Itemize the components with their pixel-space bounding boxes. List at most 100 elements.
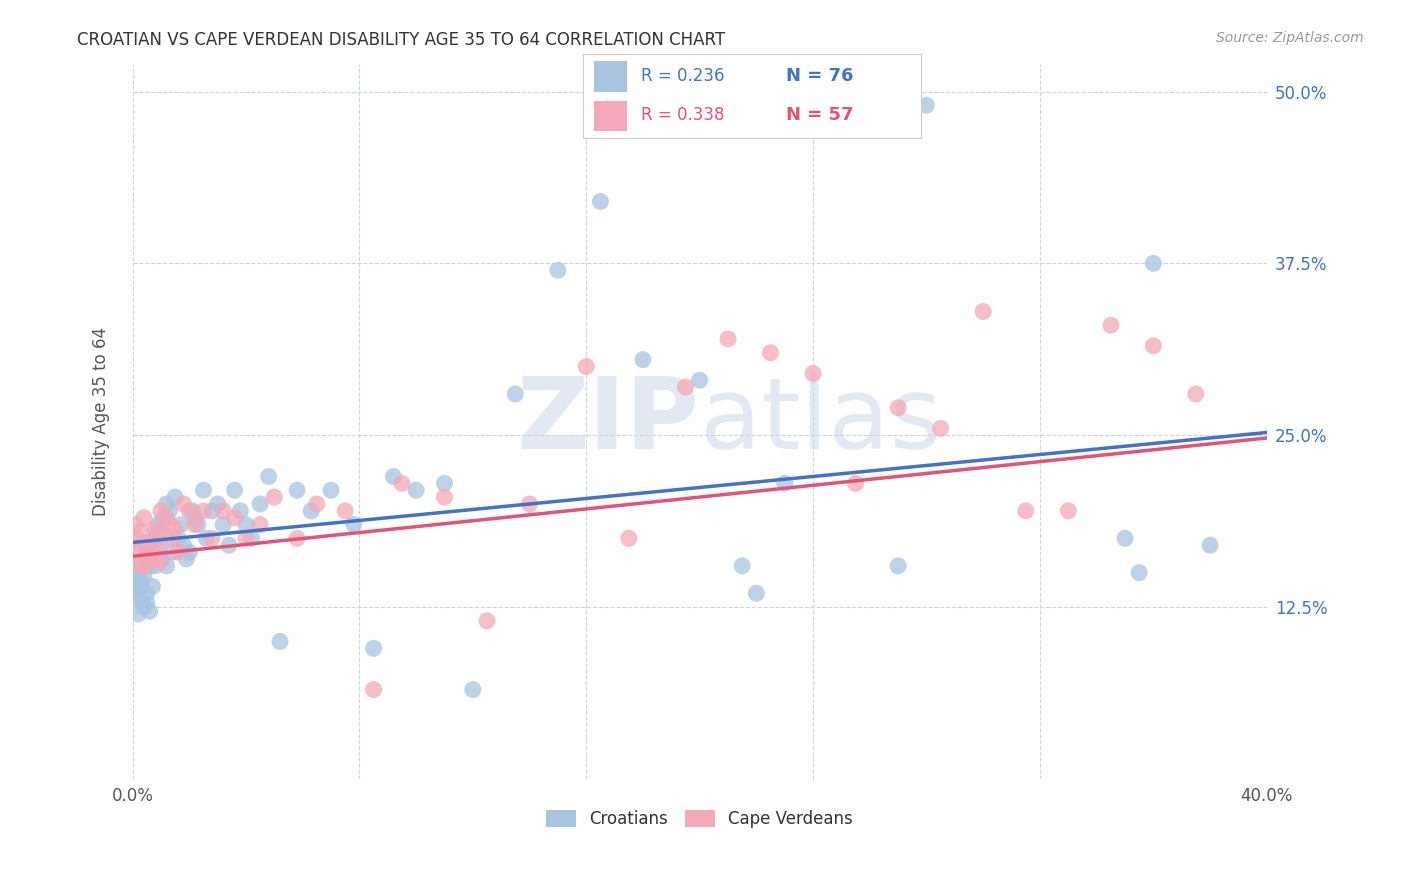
Point xyxy=(149,552,172,566)
Point xyxy=(141,579,163,593)
Point xyxy=(249,517,271,532)
Point xyxy=(135,545,157,559)
Point xyxy=(155,497,177,511)
Point xyxy=(391,476,413,491)
Point xyxy=(129,524,152,539)
Point xyxy=(675,380,697,394)
Text: N = 57: N = 57 xyxy=(786,106,853,124)
Point xyxy=(363,641,385,656)
Point xyxy=(143,532,166,546)
Point xyxy=(207,497,229,511)
Point xyxy=(129,538,152,552)
Point xyxy=(138,555,160,569)
Point xyxy=(1142,339,1164,353)
Point xyxy=(165,522,187,536)
Text: Source: ZipAtlas.com: Source: ZipAtlas.com xyxy=(1216,31,1364,45)
Point xyxy=(212,517,235,532)
Point xyxy=(631,352,654,367)
Text: R = 0.236: R = 0.236 xyxy=(641,68,724,86)
Point xyxy=(124,591,146,605)
Point xyxy=(152,527,174,541)
Point xyxy=(179,504,201,518)
Point xyxy=(127,558,149,573)
Point xyxy=(141,549,163,564)
Point xyxy=(299,504,322,518)
Point xyxy=(146,524,169,539)
Point xyxy=(405,483,427,498)
Text: CROATIAN VS CAPE VERDEAN DISABILITY AGE 35 TO 64 CORRELATION CHART: CROATIAN VS CAPE VERDEAN DISABILITY AGE … xyxy=(77,31,725,49)
Point xyxy=(224,483,246,498)
Text: ZIP: ZIP xyxy=(517,373,700,470)
Point xyxy=(138,604,160,618)
Point xyxy=(731,558,754,573)
Point xyxy=(155,510,177,524)
Point xyxy=(127,566,149,580)
Point xyxy=(127,558,149,573)
Point xyxy=(132,600,155,615)
Point xyxy=(319,483,342,498)
Point xyxy=(1199,538,1222,552)
Point xyxy=(132,568,155,582)
Point xyxy=(173,538,195,552)
Point xyxy=(157,517,180,532)
Point xyxy=(129,593,152,607)
Point xyxy=(305,497,328,511)
Point xyxy=(201,504,224,518)
Point xyxy=(759,345,782,359)
Point xyxy=(212,504,235,518)
Point xyxy=(149,555,172,569)
Point xyxy=(269,634,291,648)
Point xyxy=(285,532,308,546)
Point xyxy=(132,510,155,524)
Point xyxy=(184,510,207,524)
Point xyxy=(461,682,484,697)
Point xyxy=(915,98,938,112)
Point xyxy=(229,504,252,518)
Point xyxy=(285,483,308,498)
Point xyxy=(135,596,157,610)
Point xyxy=(363,682,385,697)
Point xyxy=(155,558,177,573)
Point xyxy=(575,359,598,374)
Point xyxy=(1057,504,1080,518)
Point xyxy=(240,532,263,546)
Point xyxy=(1142,256,1164,270)
Point xyxy=(193,483,215,498)
Point xyxy=(167,545,190,559)
Point xyxy=(929,421,952,435)
Point xyxy=(162,545,184,559)
Point xyxy=(224,510,246,524)
Point xyxy=(193,504,215,518)
Point xyxy=(617,532,640,546)
Point xyxy=(195,532,218,546)
Y-axis label: Disability Age 35 to 64: Disability Age 35 to 64 xyxy=(93,327,110,516)
Point xyxy=(176,552,198,566)
Point xyxy=(143,522,166,536)
Point xyxy=(146,541,169,555)
Point xyxy=(201,532,224,546)
Point xyxy=(138,545,160,559)
Point xyxy=(170,517,193,532)
Point xyxy=(845,476,868,491)
Point xyxy=(249,497,271,511)
Point xyxy=(132,558,155,573)
Point xyxy=(335,504,357,518)
Point xyxy=(519,497,541,511)
Point xyxy=(717,332,740,346)
Point xyxy=(263,490,285,504)
Point xyxy=(433,490,456,504)
Point xyxy=(1114,532,1136,546)
Point xyxy=(143,558,166,573)
Point xyxy=(1099,318,1122,333)
Point xyxy=(179,545,201,559)
Point xyxy=(149,504,172,518)
Point xyxy=(689,373,711,387)
Point xyxy=(135,549,157,564)
Point xyxy=(165,490,187,504)
Text: N = 76: N = 76 xyxy=(786,68,853,86)
Point xyxy=(138,558,160,573)
Point xyxy=(127,607,149,621)
Point xyxy=(143,532,166,546)
Legend: Croatians, Cape Verdeans: Croatians, Cape Verdeans xyxy=(540,804,859,835)
Point xyxy=(382,469,405,483)
